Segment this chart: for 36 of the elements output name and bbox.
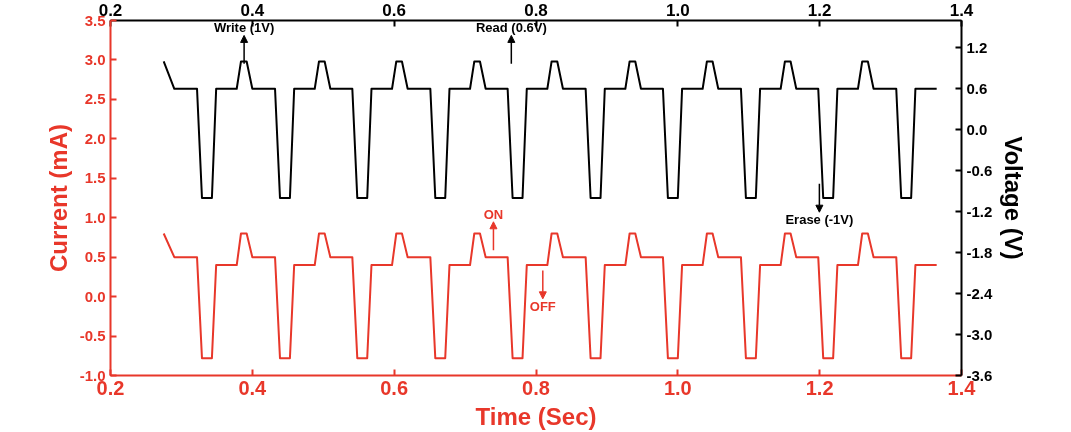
x-tick-label: 0.6 (380, 376, 409, 399)
y-tick-label: 1.5 (84, 169, 106, 187)
y-tick-label: 2.5 (84, 90, 106, 108)
annotation: Read (0.6V) (475, 20, 547, 36)
y-tick-label: 2.0 (84, 129, 106, 147)
x-tick-label: 0.8 (522, 376, 550, 399)
y2-tick-label: -2.4 (966, 284, 993, 302)
annotation: ON (483, 206, 504, 222)
y2-tick-label: -1.2 (966, 202, 993, 220)
x2-tick-label: 1.0 (666, 0, 690, 20)
annotation: Write (1V) (213, 20, 275, 36)
y2-tick-label: 0.6 (966, 79, 988, 97)
annotation: OFF (529, 298, 556, 314)
x-tick-label: 0.4 (238, 376, 268, 399)
y2-tick-label: -0.6 (966, 161, 993, 179)
y2-tick-label: 0.0 (966, 120, 988, 138)
y-tick-label: 0.5 (84, 248, 106, 266)
x2-tick-label: 0.4 (240, 0, 265, 20)
line-series (162, 232, 938, 360)
y2-tick-label: 1.2 (966, 38, 988, 56)
y2-axis-title: Voltage (V) (1000, 136, 1028, 260)
y-tick-label: -0.5 (79, 327, 106, 345)
x2-tick-label: 1.4 (949, 0, 974, 20)
y-tick-label: 0.0 (84, 287, 106, 305)
x2-tick-label: 0.8 (524, 0, 548, 20)
y-tick-label: 3.0 (84, 50, 106, 68)
x-axis-title: Time (Sec) (475, 402, 597, 430)
y2-tick-label: -1.8 (966, 243, 993, 261)
x-tick-label: 1.0 (663, 376, 692, 399)
y-axis-title: Current (mA) (44, 124, 72, 272)
x2-tick-label: 1.2 (807, 0, 832, 20)
y2-tick-label: -3.0 (966, 325, 993, 343)
y-tick-label: 1.0 (84, 208, 106, 226)
x-tick-label: 1.2 (805, 376, 834, 399)
x2-tick-label: 0.6 (382, 0, 406, 20)
annotation: Erase (-1V) (785, 212, 854, 228)
